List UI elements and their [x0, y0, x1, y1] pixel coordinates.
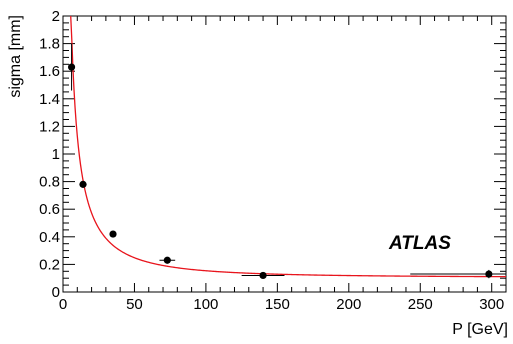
x-tick-label: 300 — [479, 296, 504, 313]
x-tick-label: 50 — [126, 296, 143, 313]
x-tick-label: 150 — [265, 296, 290, 313]
y-tick-label: 1 — [52, 146, 60, 163]
point-marker — [163, 256, 171, 264]
x-tick-label: 250 — [408, 296, 433, 313]
y-tick-label: 0.4 — [39, 229, 60, 246]
x-tick-label: 0 — [59, 296, 67, 313]
x-tick-label: 200 — [336, 296, 361, 313]
y-tick-label: 0.8 — [39, 174, 60, 191]
y-tick-label: 0 — [52, 284, 60, 301]
y-tick-label: 1.8 — [39, 36, 60, 53]
data-point — [109, 230, 117, 238]
data-point — [79, 180, 87, 188]
data-point — [67, 43, 76, 91]
x-tick-label: 100 — [193, 296, 218, 313]
y-tick-label: 1.4 — [39, 91, 60, 108]
point-marker — [67, 63, 76, 71]
data-point — [159, 256, 176, 264]
y-tick-label: 0.2 — [39, 256, 60, 273]
data-point — [241, 271, 285, 280]
point-marker — [259, 271, 267, 280]
point-marker — [109, 230, 117, 238]
data-point — [410, 269, 506, 279]
y-tick-label: 1.2 — [39, 118, 60, 135]
point-marker — [485, 270, 493, 278]
y-tick-label: 1.6 — [39, 63, 60, 80]
y-tick-label: 2 — [52, 8, 60, 25]
atlas-label: ATLAS — [388, 233, 451, 254]
point-marker — [79, 180, 87, 188]
y-tick-label: 0.6 — [39, 201, 60, 218]
fit-curve — [70, 15, 507, 278]
x-axis-title: P [GeV] — [452, 321, 508, 338]
y-axis-title: sigma [mm] — [7, 15, 24, 98]
